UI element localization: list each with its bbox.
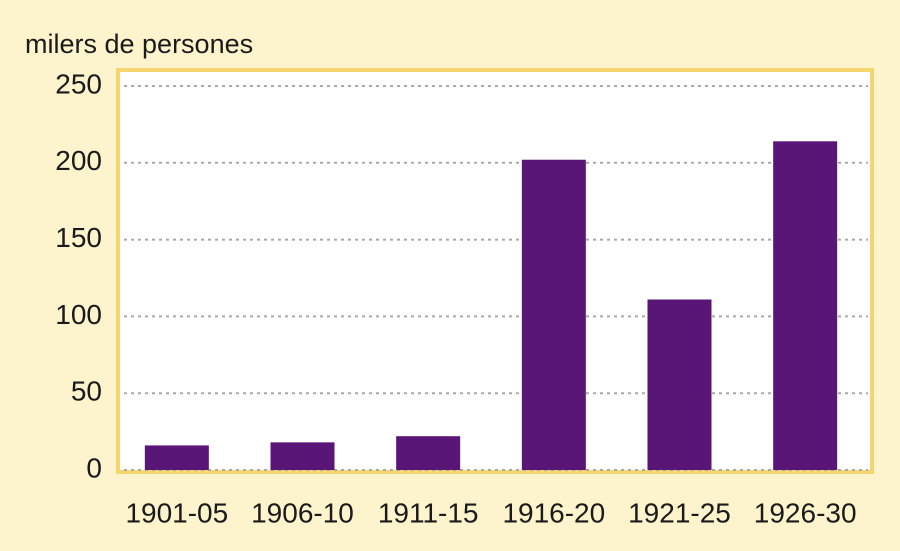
bar	[144, 445, 209, 470]
plot-area	[116, 68, 874, 474]
y-tick-label: 200	[55, 145, 102, 176]
y-tick-label: 250	[55, 68, 102, 99]
bar	[773, 141, 838, 470]
bar	[270, 442, 335, 470]
chart-title: milers de persones	[25, 29, 253, 59]
x-tick-label: 1911-15	[378, 497, 479, 528]
x-tick-label: 1926-30	[754, 497, 857, 528]
x-tick-label: 1921-25	[628, 497, 731, 528]
x-tick-label: 1901-05	[125, 497, 228, 528]
x-tick-label: 1906-10	[251, 497, 354, 528]
y-tick-label: 0	[86, 452, 102, 483]
y-tick-label: 50	[71, 376, 102, 407]
y-tick-label: 150	[55, 222, 102, 253]
bar	[521, 159, 586, 470]
y-tick-label: 100	[55, 299, 102, 330]
x-tick-label: 1916-20	[502, 497, 605, 528]
bar	[647, 299, 712, 470]
bar	[396, 436, 461, 470]
